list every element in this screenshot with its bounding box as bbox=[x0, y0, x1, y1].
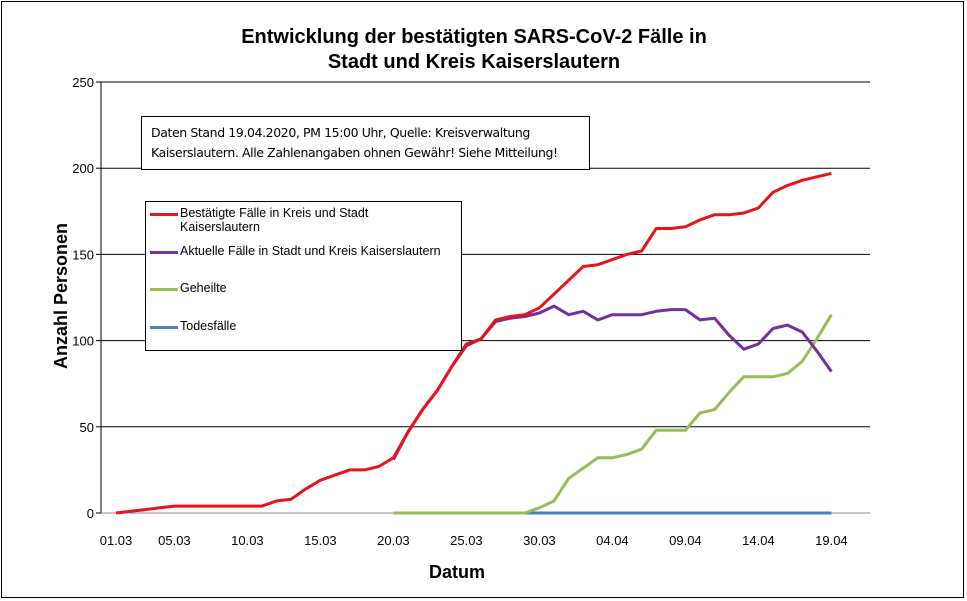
x-axis-label: Datum bbox=[429, 562, 485, 582]
legend-item-deaths: Todesfälle bbox=[150, 319, 236, 333]
legend-swatch-purple bbox=[150, 251, 178, 254]
y-tick-label: 200 bbox=[72, 161, 94, 176]
legend-label: Bestätigte Fälle in Kreis und Stadt bbox=[180, 206, 369, 220]
x-tick-label: 10.03 bbox=[231, 533, 264, 548]
chart-legend: Bestätigte Fälle in Kreis und Stadt Kaise… bbox=[145, 201, 462, 351]
x-tick-label: 19.04 bbox=[815, 533, 848, 548]
x-tick-label: 25.03 bbox=[450, 533, 483, 548]
annotation-line-2: Kaiserslautern. Alle Zahlenangaben ohnen… bbox=[151, 145, 558, 160]
legend-swatch-blue bbox=[150, 326, 178, 329]
y-tick-label: 50 bbox=[80, 420, 94, 435]
legend-item-confirmed: Bestätigte Fälle in Kreis und Stadt Kaise… bbox=[150, 206, 368, 234]
series-line-2 bbox=[393, 313, 833, 515]
legend-label: Aktuelle Fälle in Stadt und Kreis Kaiser… bbox=[180, 244, 441, 258]
legend-swatch-green bbox=[150, 288, 178, 291]
y-tick-label: 150 bbox=[72, 247, 94, 262]
x-tick-label: 30.03 bbox=[523, 533, 556, 548]
chart-title-line2: Stadt und Kreis Kaiserslautern bbox=[328, 51, 620, 73]
legend-item-active: Aktuelle Fälle in Stadt und Kreis Kaiser… bbox=[150, 244, 441, 258]
data-source-annotation: Daten Stand 19.04.2020, PM 15:00 Uhr, Qu… bbox=[141, 116, 590, 170]
y-tick-label: 0 bbox=[87, 506, 94, 521]
x-tick-label: 15.03 bbox=[304, 533, 337, 548]
legend-label: Todesfälle bbox=[180, 319, 237, 333]
legend-label-cont: Kaiserslautern bbox=[180, 220, 260, 234]
x-tick-label: 05.03 bbox=[158, 533, 191, 548]
x-tick-label: 01.03 bbox=[100, 533, 133, 548]
chart-title-line1: Entwicklung der bestätigten SARS-CoV-2 F… bbox=[241, 26, 707, 48]
legend-item-recovered: Geheilte bbox=[150, 281, 227, 295]
y-axis-label: Anzahl Personen bbox=[51, 223, 71, 369]
x-tick-label: 20.03 bbox=[377, 533, 410, 548]
x-tick-label: 04.04 bbox=[596, 533, 629, 548]
x-tick-label: 14.04 bbox=[742, 533, 775, 548]
y-tick-label: 250 bbox=[72, 75, 94, 90]
legend-label: Geheilte bbox=[180, 281, 227, 295]
series-line-0 bbox=[115, 171, 832, 515]
annotation-line-1: Daten Stand 19.04.2020, PM 15:00 Uhr, Qu… bbox=[151, 125, 530, 140]
y-tick-label: 100 bbox=[72, 334, 94, 349]
x-tick-label: 09.04 bbox=[669, 533, 702, 548]
legend-swatch-red bbox=[150, 213, 178, 216]
